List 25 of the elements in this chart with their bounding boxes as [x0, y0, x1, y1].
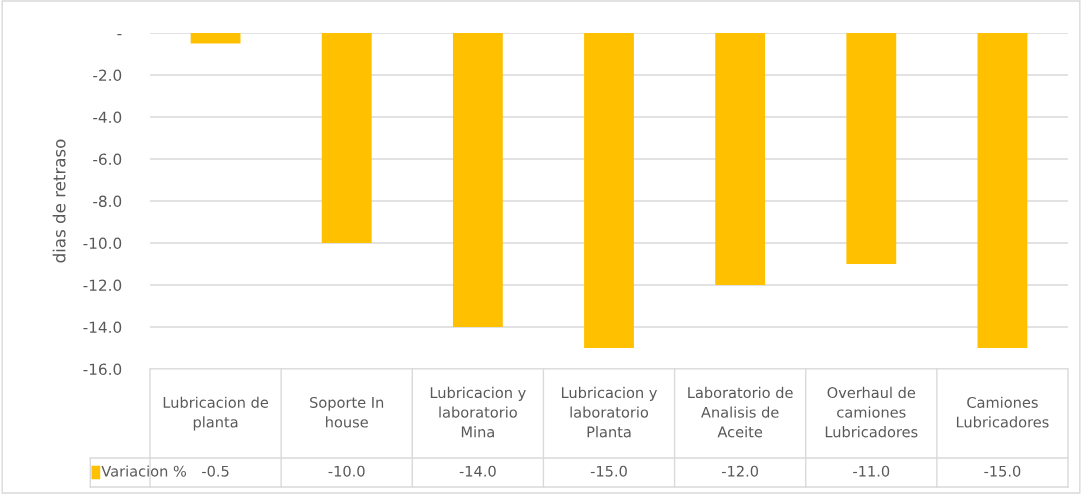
y-tick-label: -16.0	[83, 363, 122, 376]
legend-label: Variacion %	[101, 465, 187, 477]
data-label: -10.0	[328, 465, 365, 477]
x-tick-label: Lubricacion y laboratorio Mina	[430, 386, 526, 438]
data-label: -12.0	[721, 465, 759, 477]
data-label: -0.5	[202, 465, 229, 477]
x-tick-label: Lubricacion y laboratorio Planta	[561, 386, 657, 438]
y-tick-label: -4.0	[93, 111, 122, 124]
data-label: -11.0	[853, 465, 890, 477]
data-label: -15.0	[590, 465, 627, 477]
y-tick-label: -6.0	[93, 153, 122, 166]
y-tick-label: -	[117, 34, 122, 36]
y-tick-label: -14.0	[83, 321, 122, 334]
x-tick-label: Laboratorio de Analisis de Aceite	[688, 386, 793, 438]
y-tick-label: -8.0	[93, 195, 122, 208]
y-axis-title: dias de retraso	[52, 139, 66, 263]
y-tick-label: -12.0	[83, 279, 122, 292]
data-label: -14.0	[459, 465, 496, 477]
x-tick-label: Soporte In house	[310, 396, 384, 428]
data-label: -15.0	[984, 465, 1021, 477]
x-tick-label: Camiones Lubricadores	[956, 396, 1049, 428]
y-tick-label: -10.0	[83, 237, 122, 250]
x-tick-label: Overhaul de camiones Lubricadores	[825, 386, 918, 438]
y-tick-label: -2.0	[93, 69, 122, 82]
x-tick-label: Lubricacion de planta	[163, 396, 269, 431]
